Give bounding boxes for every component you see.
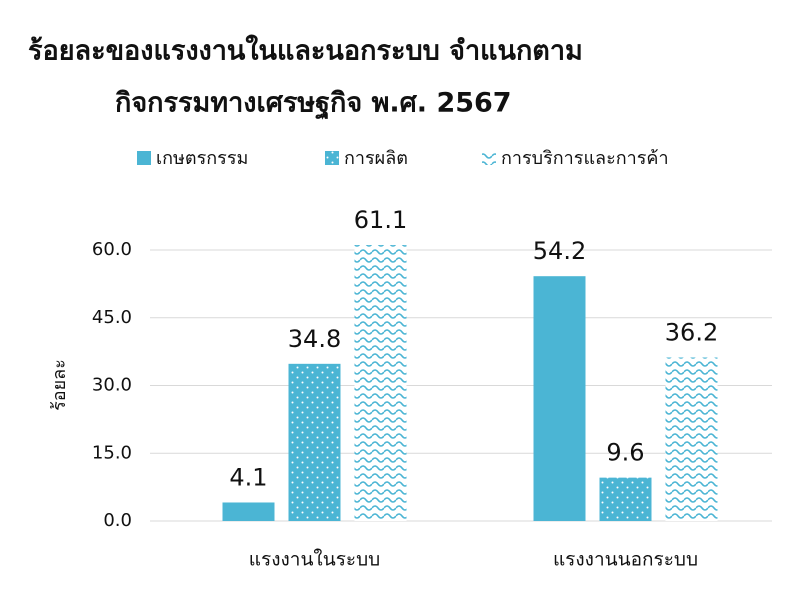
- legend-swatch: [325, 151, 339, 165]
- y-tick-label: 15.0: [92, 442, 132, 463]
- y-axis-label: ร้อยละ: [49, 359, 70, 411]
- data-label: 36.2: [665, 318, 718, 346]
- data-label: 61.1: [354, 206, 407, 234]
- data-label: 9.6: [606, 439, 644, 467]
- chart-title: กิจกรรมทางเศรษฐกิจ พ.ศ. 2567: [115, 88, 512, 121]
- y-tick-label: 30.0: [92, 375, 132, 396]
- bar: [665, 357, 718, 521]
- bar: [288, 363, 341, 521]
- legend-label: การผลิต: [344, 148, 408, 169]
- x-tick-label: แรงงานในระบบ: [249, 549, 380, 571]
- bar: [599, 477, 652, 521]
- y-tick-label: 45.0: [92, 307, 132, 328]
- data-label: 54.2: [533, 237, 586, 265]
- legend-swatch: [482, 151, 496, 165]
- data-label: 4.1: [229, 463, 267, 491]
- data-label: 34.8: [288, 325, 341, 353]
- y-tick-label: 60.0: [92, 239, 132, 260]
- bar: [533, 276, 586, 521]
- x-tick-label: แรงงานนอกระบบ: [553, 549, 698, 571]
- bar: [222, 502, 275, 521]
- legend-label: การบริการและการค้า: [501, 148, 669, 169]
- bar: [354, 245, 407, 521]
- y-tick-label: 0.0: [103, 510, 132, 531]
- legend-swatch: [137, 151, 151, 165]
- legend-label: เกษตรกรรม: [156, 148, 248, 169]
- chart-title: ร้อยละของแรงงานในและนอกระบบ จำแนกตาม: [28, 35, 583, 67]
